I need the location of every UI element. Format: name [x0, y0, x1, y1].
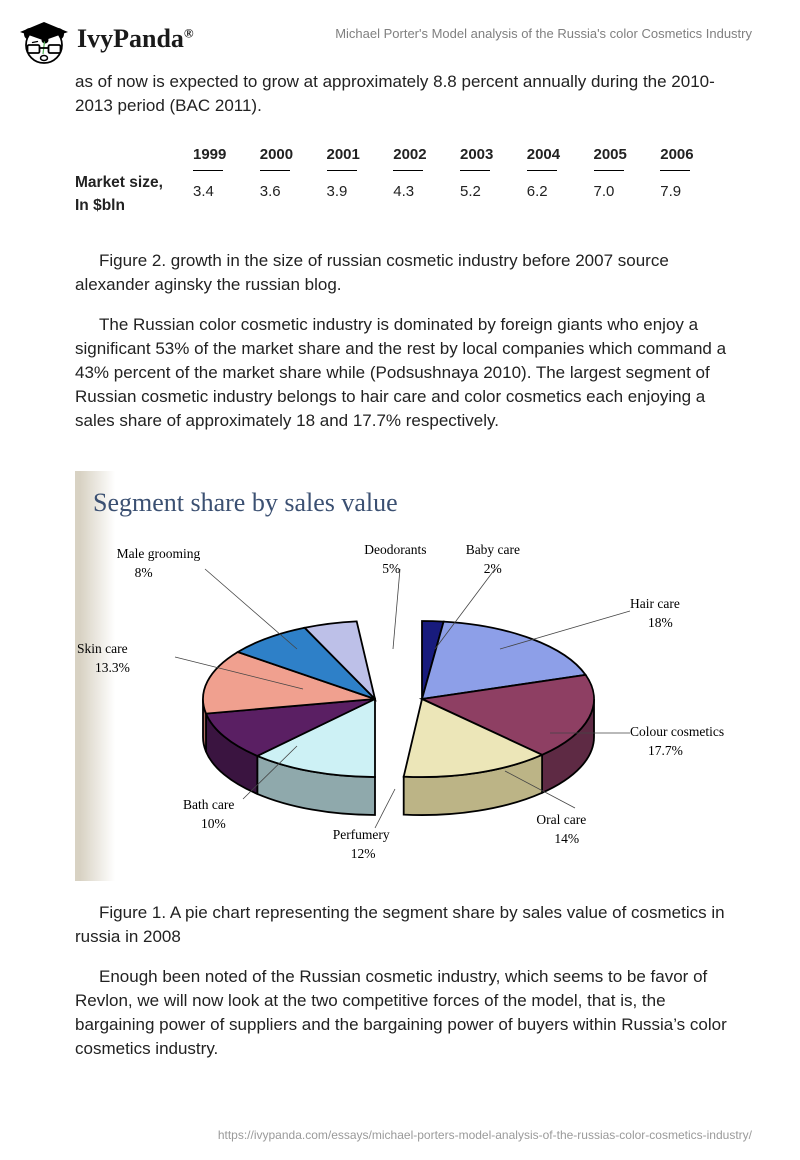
svg-text:17.7%: 17.7% — [648, 743, 683, 758]
svg-text:Deodorants: Deodorants — [364, 542, 426, 557]
svg-text:2%: 2% — [484, 561, 502, 576]
svg-text:Skin care: Skin care — [77, 641, 128, 656]
svg-text:Perfumery: Perfumery — [333, 827, 390, 842]
svg-text:10%: 10% — [201, 816, 226, 831]
svg-text:Segment share by sales value: Segment share by sales value — [93, 488, 398, 517]
svg-text:12%: 12% — [351, 846, 376, 861]
svg-text:Male grooming: Male grooming — [117, 546, 201, 561]
svg-text:18%: 18% — [648, 615, 673, 630]
svg-text:Baby care: Baby care — [466, 542, 520, 557]
svg-text:Hair care: Hair care — [630, 596, 680, 611]
svg-text:Oral care: Oral care — [536, 812, 586, 827]
svg-text:Colour cosmetics: Colour cosmetics — [630, 724, 724, 739]
svg-text:Bath care: Bath care — [183, 797, 234, 812]
svg-text:13.3%: 13.3% — [95, 660, 130, 675]
svg-text:8%: 8% — [135, 565, 153, 580]
svg-text:5%: 5% — [382, 561, 400, 576]
svg-text:14%: 14% — [554, 831, 579, 846]
